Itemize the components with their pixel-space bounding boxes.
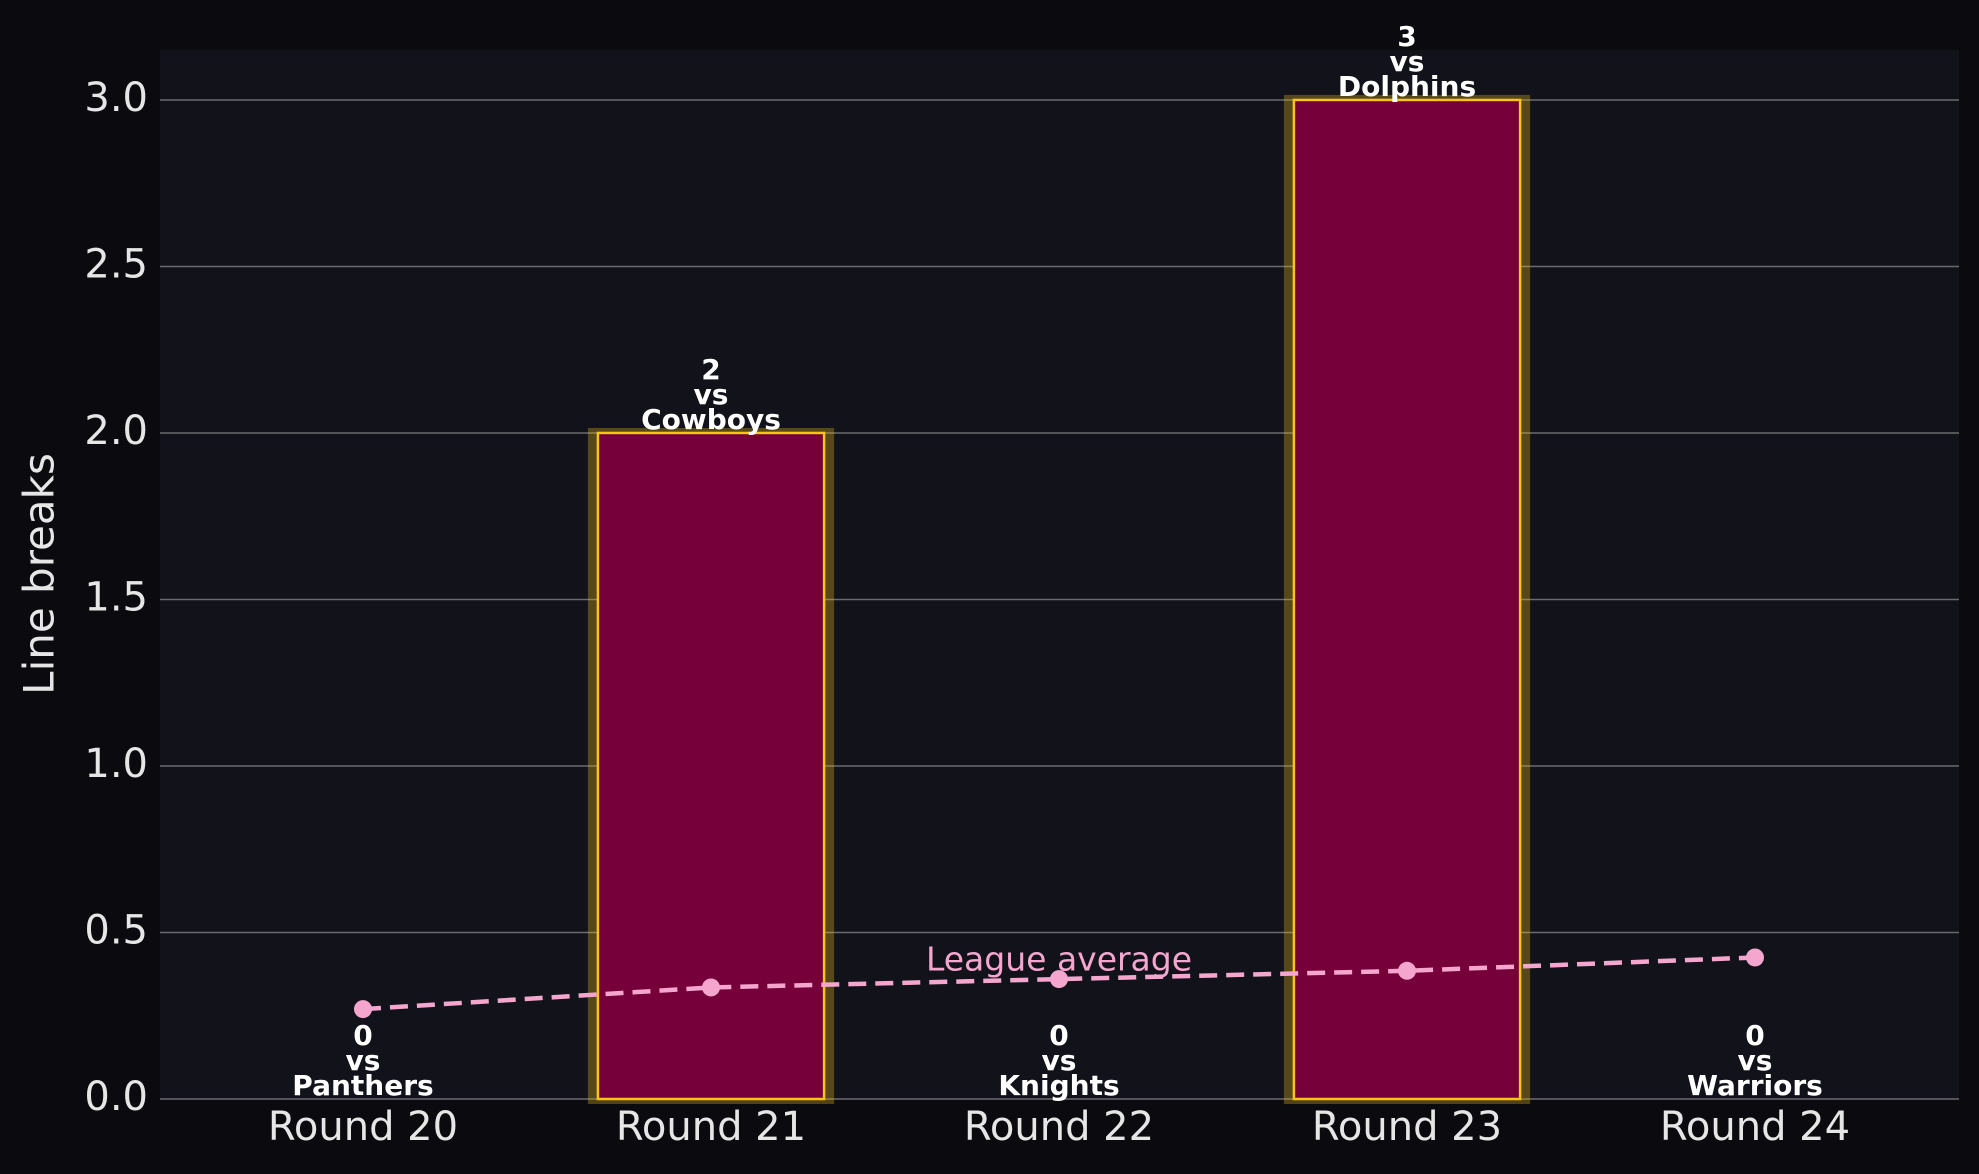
y-axis-label: Line breaks [15,453,64,695]
data-label-opponent: Dolphins [1338,70,1476,103]
data-label-value: 0 [353,1019,372,1052]
data-label-opponent: Cowboys [641,403,781,436]
data-label-value: 0 [1745,1019,1764,1052]
y-tick-label: 3.0 [84,75,148,121]
x-tick-label: Round 21 [616,1104,806,1150]
data-label-opponent: Warriors [1687,1069,1823,1102]
league-average-label: League average [926,940,1192,979]
league-average-point [1050,970,1068,989]
x-tick-label: Round 24 [1660,1104,1850,1150]
league-average-point [1398,961,1416,980]
data-label-opponent: Panthers [292,1069,433,1102]
plot-area [160,50,1959,1099]
bar [1292,98,1522,1101]
data-label-value: 0 [1049,1019,1068,1052]
data-label-vs: vs [1390,45,1425,78]
y-tick-label: 2.0 [84,408,148,454]
x-tick-label: Round 22 [964,1104,1154,1150]
data-label-value: 2 [701,353,720,386]
data-label-vs: vs [346,1044,381,1077]
league-average-point [1746,948,1764,967]
league-average-point [354,1000,372,1019]
data-label-opponent: Knights [998,1069,1119,1102]
data-label-vs: vs [1738,1044,1773,1077]
league-average-point [702,978,720,997]
y-tick-label: 0.0 [84,1074,148,1120]
y-tick-label: 2.5 [84,241,148,287]
data-label-value: 3 [1397,20,1416,53]
y-tick-label: 1.0 [84,741,148,787]
bar [596,431,826,1101]
y-tick-label: 1.5 [84,574,148,620]
x-tick-label: Round 20 [268,1104,458,1150]
y-tick-label: 0.5 [84,907,148,953]
data-label-vs: vs [1042,1044,1077,1077]
data-label-vs: vs [694,378,729,411]
league-average-line [362,955,1756,1012]
x-tick-label: Round 23 [1312,1104,1502,1150]
